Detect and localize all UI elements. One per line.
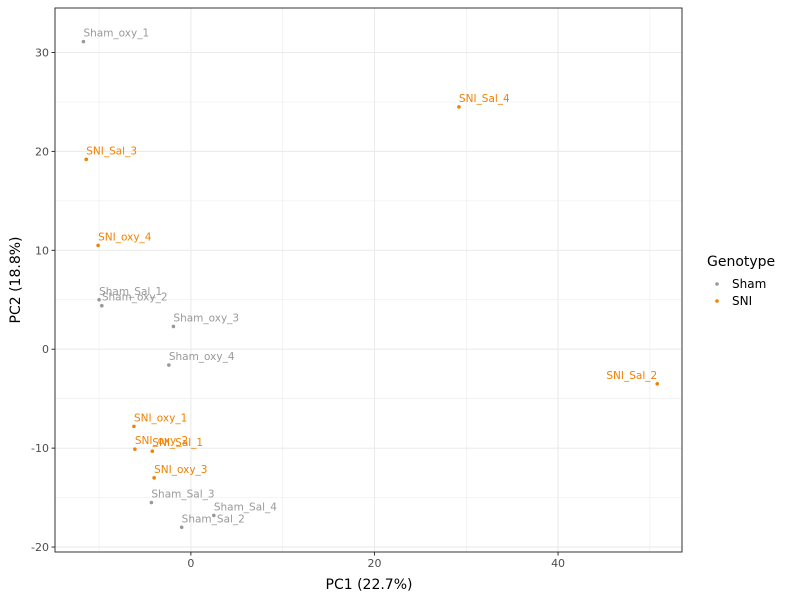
plot-panel <box>55 8 682 552</box>
data-point <box>81 39 86 44</box>
point-label: SNI_oxy_3 <box>154 464 207 476</box>
data-point <box>132 424 136 429</box>
y-tick-label: -20 <box>31 541 49 554</box>
point-label: SNI_Sal_3 <box>86 145 137 157</box>
x-tick-label: 20 <box>367 557 381 570</box>
x-tick-label: 0 <box>187 557 194 570</box>
legend-key <box>715 282 719 286</box>
legend-entry-label: Sham <box>732 277 766 291</box>
point-label: Sham_oxy_3 <box>173 312 239 324</box>
data-point <box>171 324 176 329</box>
point-label: Sham_oxy_2 <box>102 292 168 304</box>
point-label: Sham_Sal_3 <box>151 489 214 501</box>
legend-key <box>715 299 719 303</box>
point-label: Sham_Sal_4 <box>214 501 277 513</box>
grid-lines <box>55 8 682 552</box>
point-label: Sham_Sal_2 <box>182 513 245 525</box>
data-point <box>133 447 137 451</box>
data-point <box>655 382 660 386</box>
point-label: Sham_oxy_1 <box>83 28 149 40</box>
point-label: SNI_oxy_1 <box>134 412 187 424</box>
data-point <box>100 303 104 308</box>
point-label: SNI_Sal_4 <box>459 93 510 105</box>
y-axis: -20 -10 0 10 20 30 <box>31 47 55 554</box>
panel-frame <box>54 7 683 553</box>
x-axis-title: PC1 (22.7%) <box>326 577 413 593</box>
y-tick-label: 0 <box>42 343 49 356</box>
data-point <box>96 243 100 248</box>
panel-border <box>54 7 683 553</box>
legend-title: Genotype <box>707 254 775 270</box>
y-tick-label: 30 <box>35 47 49 60</box>
data-point <box>167 363 171 367</box>
legend: Genotype Sham SNI <box>707 254 775 308</box>
x-axis: 0 20 40 <box>187 552 565 570</box>
y-tick-label: 10 <box>35 244 49 257</box>
data-point <box>149 500 154 505</box>
point-label: Sham_Sal_1 <box>99 286 162 298</box>
data-point <box>457 105 461 109</box>
y-tick-label: 20 <box>35 145 49 158</box>
data-point <box>152 476 156 480</box>
x-tick-label: 40 <box>551 557 565 570</box>
data-point <box>84 157 89 162</box>
y-axis-title: PC2 (18.8%) <box>8 237 24 324</box>
data-point <box>150 449 155 453</box>
data-points <box>81 39 660 530</box>
point-label: Sham_oxy_4 <box>169 351 235 363</box>
data-point <box>97 297 101 302</box>
data-point <box>179 525 184 530</box>
panel-background <box>55 8 682 552</box>
point-label: SNI_oxy_4 <box>98 231 152 243</box>
y-tick-label: -10 <box>31 442 49 455</box>
legend-entry-label: SNI <box>732 294 752 308</box>
point-label: SNI_Sal_2 <box>606 370 657 382</box>
point-label: SNI_Sal_1 <box>152 437 203 449</box>
point-label: SNI_oxy_2 <box>135 435 188 447</box>
data-point <box>212 513 216 518</box>
